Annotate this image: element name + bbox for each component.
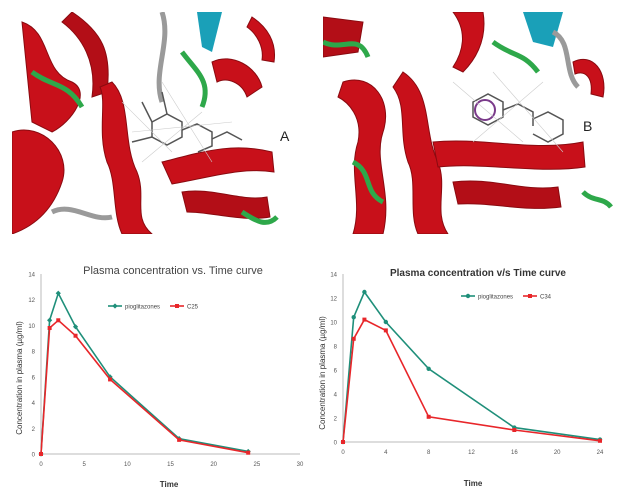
x-tick-label: 20 xyxy=(210,462,217,468)
y-tick-label: 4 xyxy=(334,393,338,399)
data-point xyxy=(383,319,389,325)
data-point xyxy=(426,414,431,419)
data-point xyxy=(47,326,52,330)
panel-label-b: B xyxy=(583,118,593,134)
x-tick-label: 16 xyxy=(511,450,518,456)
data-point xyxy=(177,437,182,442)
legend-marker xyxy=(465,293,471,299)
data-point xyxy=(426,366,431,371)
x-tick-label: 30 xyxy=(297,462,304,468)
data-point xyxy=(246,450,251,455)
x-tick-label: 4 xyxy=(384,450,388,456)
legend-marker xyxy=(528,294,532,298)
data-point xyxy=(351,336,356,341)
data-point xyxy=(362,289,367,295)
data-point xyxy=(47,317,53,323)
y-tick-label: 8 xyxy=(334,345,338,351)
data-point xyxy=(383,328,388,333)
x-tick-label: 8 xyxy=(427,450,431,456)
series-line-pioglitazones xyxy=(342,290,601,443)
data-point xyxy=(351,315,356,320)
x-axis-label: Time xyxy=(464,479,483,488)
y-tick-label: 14 xyxy=(330,273,337,279)
legend-label: C25 xyxy=(187,305,199,311)
y-axis-label: Concentration in plasma (µg/ml) xyxy=(318,316,327,430)
chart-title: Plasma concentration v/s Time curve xyxy=(390,268,566,279)
data-point xyxy=(362,317,367,322)
y-tick-label: 4 xyxy=(32,401,36,407)
plasma-concentration-chart-c34: Plasma concentration v/s Time curve Conc… xyxy=(318,268,604,488)
x-tick-label: 0 xyxy=(39,462,43,468)
panel-label-a: A xyxy=(280,128,290,144)
legend-label: C34 xyxy=(540,295,552,301)
x-tick-label: 12 xyxy=(468,450,475,456)
y-tick-label: 2 xyxy=(334,417,338,423)
data-point xyxy=(512,428,517,432)
x-tick-label: 25 xyxy=(253,462,260,468)
x-tick-label: 10 xyxy=(124,462,131,468)
y-tick-label: 6 xyxy=(334,369,338,375)
y-tick-label: 0 xyxy=(32,453,36,459)
legend-label: pioglitazones xyxy=(125,305,160,311)
chart-title: Plasma concentration vs. Time curve xyxy=(83,265,263,277)
y-tick-label: 12 xyxy=(28,298,35,304)
series-line-pioglitazones xyxy=(40,291,249,455)
data-point xyxy=(108,377,113,382)
y-tick-label: 10 xyxy=(28,324,35,330)
y-tick-label: 10 xyxy=(330,321,337,327)
legend-marker xyxy=(175,304,179,308)
x-tick-label: 15 xyxy=(167,462,174,468)
y-axis-label: Concentration in plasma (µg/ml) xyxy=(15,321,24,435)
x-tick-label: 5 xyxy=(82,462,86,468)
data-point xyxy=(56,318,61,323)
y-tick-label: 6 xyxy=(32,375,36,381)
x-tick-label: 20 xyxy=(554,450,561,456)
legend-marker xyxy=(112,303,118,309)
y-tick-label: 12 xyxy=(330,297,337,303)
protein-structure-image-a xyxy=(12,12,282,234)
series-line-C25 xyxy=(40,319,249,455)
data-point xyxy=(598,438,602,443)
x-axis-label: Time xyxy=(160,480,179,489)
y-tick-label: 2 xyxy=(32,427,36,433)
y-tick-label: 14 xyxy=(28,273,35,279)
data-point xyxy=(341,440,345,444)
y-tick-label: 0 xyxy=(334,441,338,447)
plasma-concentration-chart-c25: Plasma concentration vs. Time curve Conc… xyxy=(15,265,304,489)
protein-structure-image-b xyxy=(323,12,613,234)
x-tick-label: 0 xyxy=(341,450,345,456)
x-tick-label: 24 xyxy=(597,450,604,456)
series-line-C34 xyxy=(342,318,601,443)
data-point xyxy=(55,290,61,296)
y-tick-label: 8 xyxy=(32,350,36,356)
data-point xyxy=(73,333,78,338)
legend-label: pioglitazones xyxy=(478,295,513,301)
data-point xyxy=(39,452,43,456)
